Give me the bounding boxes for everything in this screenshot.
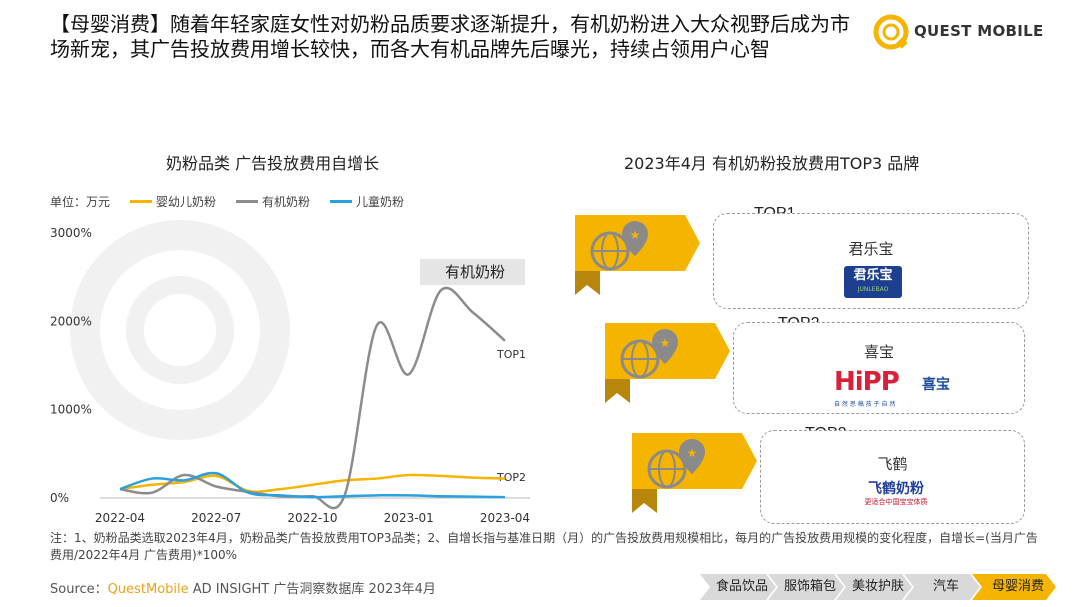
x-tick-label: 2022-07: [191, 511, 241, 525]
brand-name-top3: 飞鹤: [877, 455, 908, 473]
legend-item-child: 儿童奶粉: [330, 193, 404, 210]
ribbon-icons: ★ ★ ★: [575, 215, 757, 513]
y-tick-label: 1000%: [50, 403, 92, 417]
ribbon-top2: ★: [605, 323, 730, 403]
source-line: Source：QuestMobile AD INSIGHT 广告洞察数据库 20…: [50, 578, 436, 597]
brand-name-top2: 喜宝: [863, 343, 894, 361]
legend-label-child: 儿童奶粉: [356, 195, 405, 209]
series-line-child: [119, 471, 506, 499]
source-label: Source：: [50, 582, 108, 597]
y-tick-label: 2000%: [50, 314, 92, 328]
globe-pin-icon: ★: [590, 221, 648, 271]
hipp-logo: HiPP 喜宝 自 然 思 稿 孩 子 自 然: [834, 367, 950, 408]
x-tick-label: 2022-04: [95, 511, 145, 525]
source-brand: QuestMobile: [107, 582, 189, 597]
brand-card-top1: 君乐宝 君乐宝 JUNLEBAO: [713, 213, 1029, 309]
legend-item-infant: 婴幼儿奶粉: [130, 193, 216, 210]
top2-label: TOP2: [496, 471, 526, 484]
svg-text:★: ★: [687, 446, 698, 460]
tab-apparel-bags[interactable]: 服饰箱包: [768, 574, 844, 600]
x-tick-label: 2023-04: [480, 511, 530, 525]
questmobile-logo: QUEST MOBILE: [872, 12, 1062, 52]
legend-swatch-organic: [236, 200, 259, 203]
y-tick-label: 3000%: [50, 226, 92, 240]
legend-label-organic: 有机奶粉: [262, 195, 311, 209]
junlebao-logo: 君乐宝 JUNLEBAO: [844, 266, 902, 298]
svg-text:★: ★: [660, 336, 671, 350]
legend-item-organic: 有机奶粉: [236, 193, 310, 210]
brand-card-top3: 飞鹤 飞鹤奶粉 更适合中国宝宝体质: [760, 430, 1025, 524]
category-tabs: 食品饮品 服饰箱包 美妆护肤 汽车 母婴消费: [700, 574, 1056, 600]
ribbon-top1: ★: [575, 215, 700, 295]
unit-label: 单位：万元: [50, 195, 111, 209]
globe-pin-icon: ★: [620, 329, 678, 379]
line-chart: 有机奶粉 TOP1 TOP2 3000% 2000% 1000% 0% 2022-04 2…: [50, 226, 530, 525]
tab-maternal-baby[interactable]: 母婴消费: [972, 574, 1056, 600]
tab-food-beverage[interactable]: 食品饮品: [700, 574, 776, 600]
legend-label-infant: 婴幼儿奶粉: [156, 195, 217, 209]
svg-text:★: ★: [630, 228, 641, 242]
logo-text: QUEST MOBILE: [914, 22, 1044, 40]
brand-name-top1: 君乐宝: [848, 240, 894, 258]
x-tick-label: 2022-10: [287, 511, 337, 525]
line-chart-legend: 单位：万元 婴幼儿奶粉 有机奶粉 儿童奶粉: [50, 193, 404, 210]
series-line-organic: [119, 286, 506, 510]
brand-card-top2: 喜宝 HiPP 喜宝 自 然 思 稿 孩 子 自 然: [733, 322, 1025, 414]
x-tick-label: 2023-01: [384, 511, 434, 525]
tab-automobile[interactable]: 汽车: [904, 574, 980, 600]
tab-beauty-skincare[interactable]: 美妆护肤: [836, 574, 912, 600]
watermark: [70, 220, 290, 440]
ribbon-top3: ★: [632, 433, 757, 513]
legend-swatch-infant: [130, 200, 153, 203]
line-chart-title: 奶粉品类 广告投放费用自增长: [166, 154, 380, 173]
globe-pin-icon: ★: [647, 439, 705, 489]
source-rest: AD INSIGHT 广告洞察数据库 2023年4月: [188, 582, 436, 597]
top1-label: TOP1: [496, 348, 526, 361]
page-title: 【母婴消费】随着年轻家庭女性对奶粉品质要求逐渐提升，有机奶粉进入大众视野后成为市…: [50, 12, 850, 61]
series-line-infant: [119, 473, 506, 493]
callout-label: 有机奶粉: [445, 263, 505, 281]
legend-swatch-child: [330, 200, 353, 203]
footnote: 注：1、奶粉品类选取2023年4月，奶粉品类广告投放费用TOP3品类；2、自增长…: [50, 531, 1038, 562]
questmobile-logo-icon: [873, 14, 909, 50]
feihe-logo: 飞鹤奶粉 更适合中国宝宝体质: [864, 481, 928, 506]
top3-panel-title: 2023年4月 有机奶粉投放费用TOP3 品牌: [624, 154, 920, 173]
callout-box: [420, 259, 525, 285]
y-tick-label: 0%: [50, 491, 69, 505]
